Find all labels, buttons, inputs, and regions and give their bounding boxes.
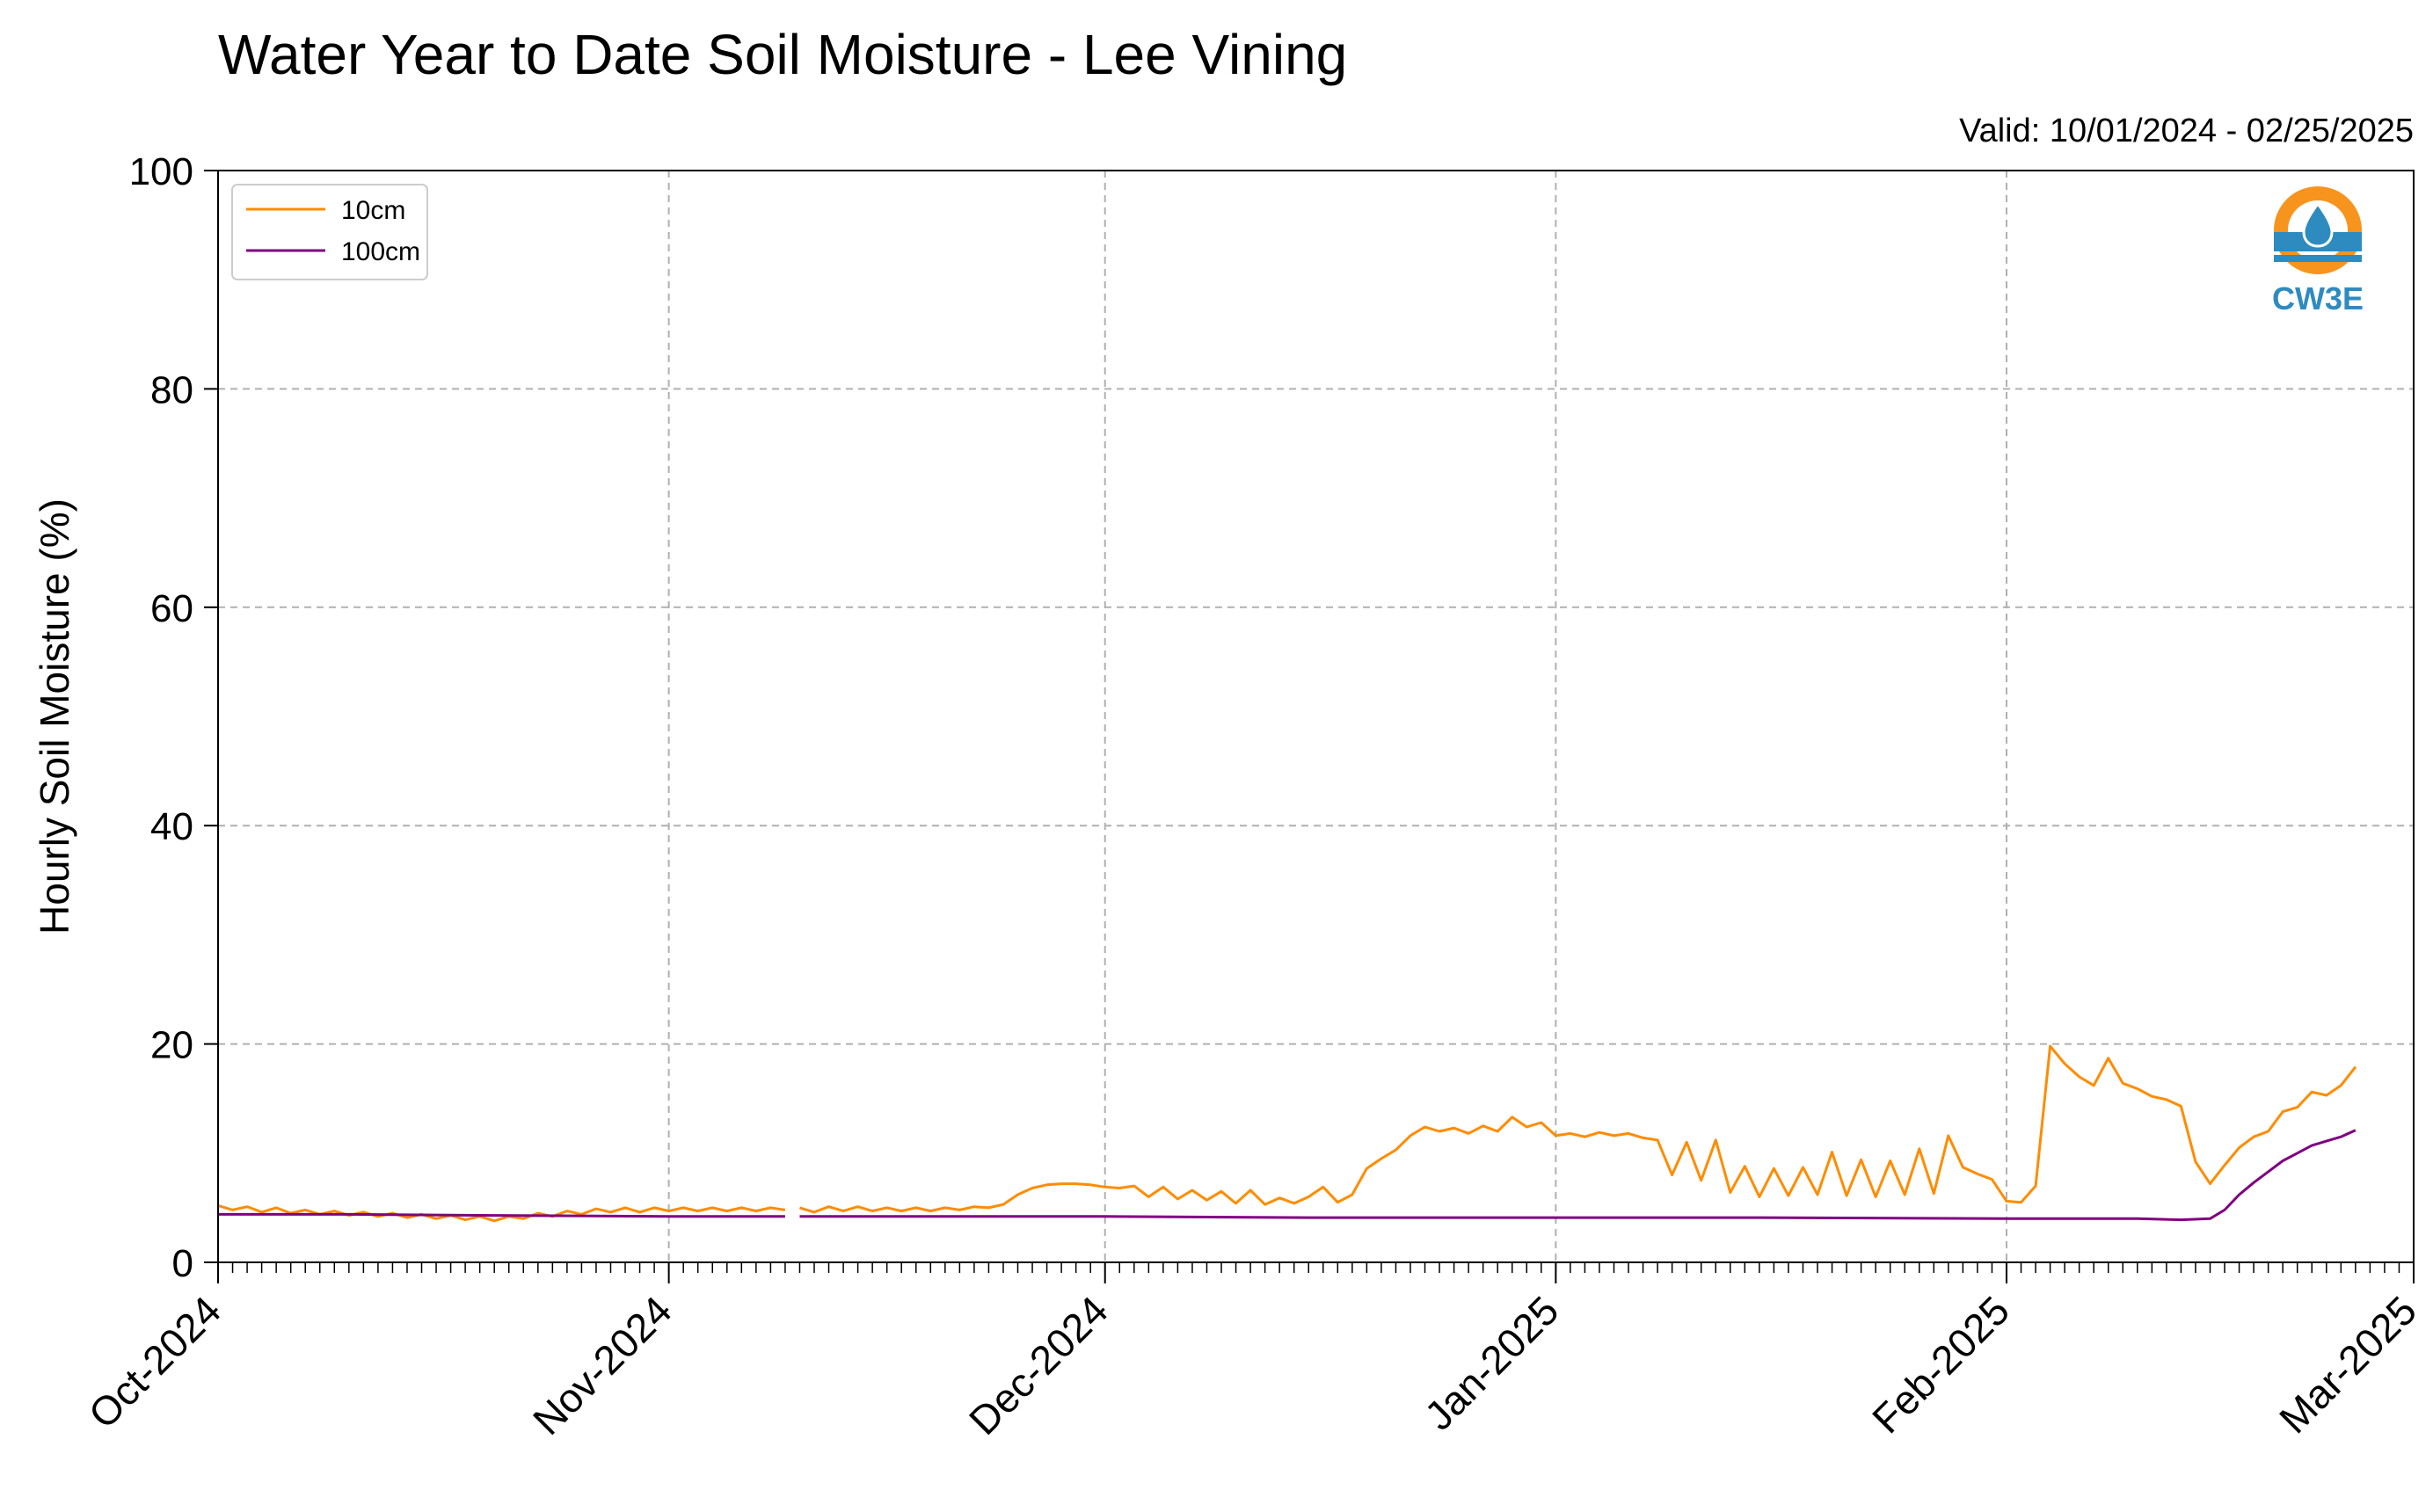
logo-text: CW3E (2272, 280, 2364, 316)
cw3e-logo: CW3E (2272, 186, 2364, 316)
chart-subtitle: Valid: 10/01/2024 - 02/25/2025 (1959, 113, 2414, 149)
chart-title: Water Year to Date Soil Moisture - Lee V… (218, 23, 1347, 86)
water-drop-icon (2302, 201, 2334, 248)
logo-wave-icon (2274, 255, 2362, 262)
x-tick-label: Nov-2024 (524, 1287, 681, 1443)
grid-lines (217, 170, 2415, 1263)
y-tick-label: 80 (150, 368, 193, 411)
x-tick-label: Oct-2024 (80, 1287, 230, 1437)
series-line-10cm (217, 1203, 786, 1223)
axes: 0 20 40 60 80 100 Oct-2024 Nov-2024 Dec-2024 Jan-… (80, 150, 2426, 1443)
y-tick-label: 0 (172, 1242, 193, 1285)
series-line-100cm (799, 1129, 2357, 1222)
x-tick-label: Mar-2025 (2270, 1287, 2425, 1442)
legend: 10cm 100cm (231, 184, 428, 280)
legend-label-10cm: 10cm (341, 196, 405, 225)
y-tick-label: 20 (150, 1024, 193, 1067)
x-tick-label: Jan-2025 (1416, 1287, 1567, 1438)
series-line-10cm (799, 1044, 2357, 1214)
y-tick-label: 100 (129, 150, 193, 193)
y-tick-label: 60 (150, 587, 193, 630)
plot-frame (217, 170, 2415, 1263)
y-tick-label: 40 (150, 805, 193, 848)
x-tick-label: Dec-2024 (960, 1287, 1117, 1443)
y-axis-label: Hourly Soil Moisture (%) (32, 498, 77, 934)
legend-label-100cm: 100cm (341, 237, 420, 266)
x-tick-label: Feb-2025 (1863, 1287, 2018, 1442)
series-line-100cm (218, 1212, 785, 1218)
series-lines (217, 1044, 2357, 1223)
